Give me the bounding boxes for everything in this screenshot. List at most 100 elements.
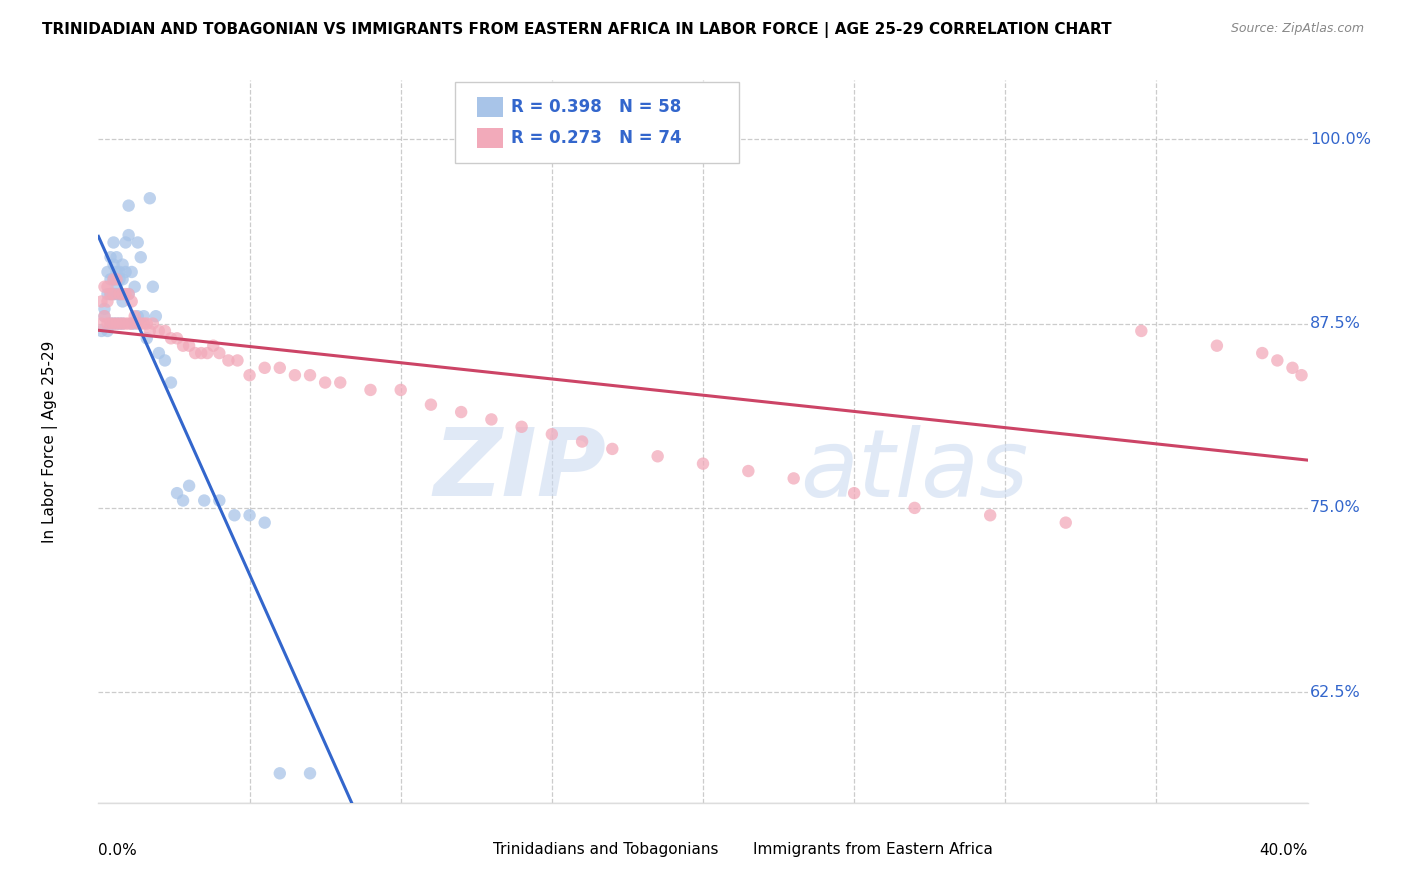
Point [314,376,336,390]
Point [114,317,136,331]
Point [108,265,131,279]
Point [90,317,112,331]
Point [105,272,128,286]
Point [114,265,136,279]
Text: R = 0.398   N = 58: R = 0.398 N = 58 [510,98,681,116]
Point [121,265,143,279]
Text: Trinidadians and Tobagonians: Trinidadians and Tobagonians [492,842,718,857]
Point [224,508,246,523]
Point [132,309,155,323]
Text: 100.0%: 100.0% [1310,132,1371,147]
Point [93,309,115,323]
Point [226,353,249,368]
Point [153,353,176,368]
Point [111,287,134,301]
Point [100,250,122,264]
Point [135,331,157,345]
Point [100,287,122,301]
Point [253,360,276,375]
Point [571,434,593,449]
Point [121,317,143,331]
FancyBboxPatch shape [721,843,748,857]
Text: TRINIDADIAN AND TOBAGONIAN VS IMMIGRANTS FROM EASTERN AFRICA IN LABOR FORCE | AG: TRINIDADIAN AND TOBAGONIAN VS IMMIGRANTS… [42,22,1112,38]
Point [160,376,183,390]
Point [90,294,112,309]
Point [190,346,212,360]
Point [540,427,562,442]
Point [129,250,152,264]
Point [111,317,134,331]
Point [100,272,122,286]
Point [481,412,503,426]
Point [1291,368,1313,383]
Point [96,265,118,279]
Point [360,383,382,397]
Point [142,279,165,293]
Point [124,317,146,331]
Point [184,346,207,360]
Point [142,317,165,331]
FancyBboxPatch shape [477,96,503,117]
Point [253,516,276,530]
Point [1251,346,1274,360]
Point [737,464,759,478]
Point [108,272,131,286]
Text: 0.0%: 0.0% [98,843,138,857]
Text: 87.5%: 87.5% [1310,316,1361,331]
Text: Source: ZipAtlas.com: Source: ZipAtlas.com [1230,22,1364,36]
Point [127,309,149,323]
Point [103,317,125,331]
Point [121,294,143,309]
Text: ZIP: ZIP [433,425,606,516]
Point [108,317,131,331]
Point [105,250,128,264]
Point [105,317,128,331]
FancyBboxPatch shape [461,843,488,857]
Point [127,317,149,331]
Point [217,353,239,368]
Point [193,493,215,508]
FancyBboxPatch shape [477,128,503,148]
Point [692,457,714,471]
Point [105,279,128,293]
Point [108,287,131,301]
Point [160,331,183,345]
Point [139,191,162,205]
Point [96,279,118,293]
Point [389,383,412,397]
Point [111,294,134,309]
Point [979,508,1001,523]
Point [135,317,157,331]
Point [114,287,136,301]
Point [208,346,231,360]
Point [269,360,291,375]
Point [1267,353,1289,368]
Point [510,419,533,434]
Text: 75.0%: 75.0% [1310,500,1361,516]
Point [132,317,155,331]
Point [108,287,131,301]
Point [103,317,125,331]
Point [118,287,141,301]
Point [108,317,131,331]
Point [103,287,125,301]
FancyBboxPatch shape [456,82,740,163]
Point [105,265,128,279]
Point [93,279,115,293]
Point [179,479,201,493]
Point [172,339,194,353]
Point [179,339,201,353]
Point [118,287,141,301]
Point [284,368,307,383]
Point [93,301,115,316]
Point [100,317,122,331]
Point [127,235,149,250]
Point [329,376,352,390]
Point [96,317,118,331]
Point [105,317,128,331]
Point [124,279,146,293]
Point [269,766,291,780]
Point [299,766,322,780]
Point [96,294,118,309]
Point [118,317,141,331]
